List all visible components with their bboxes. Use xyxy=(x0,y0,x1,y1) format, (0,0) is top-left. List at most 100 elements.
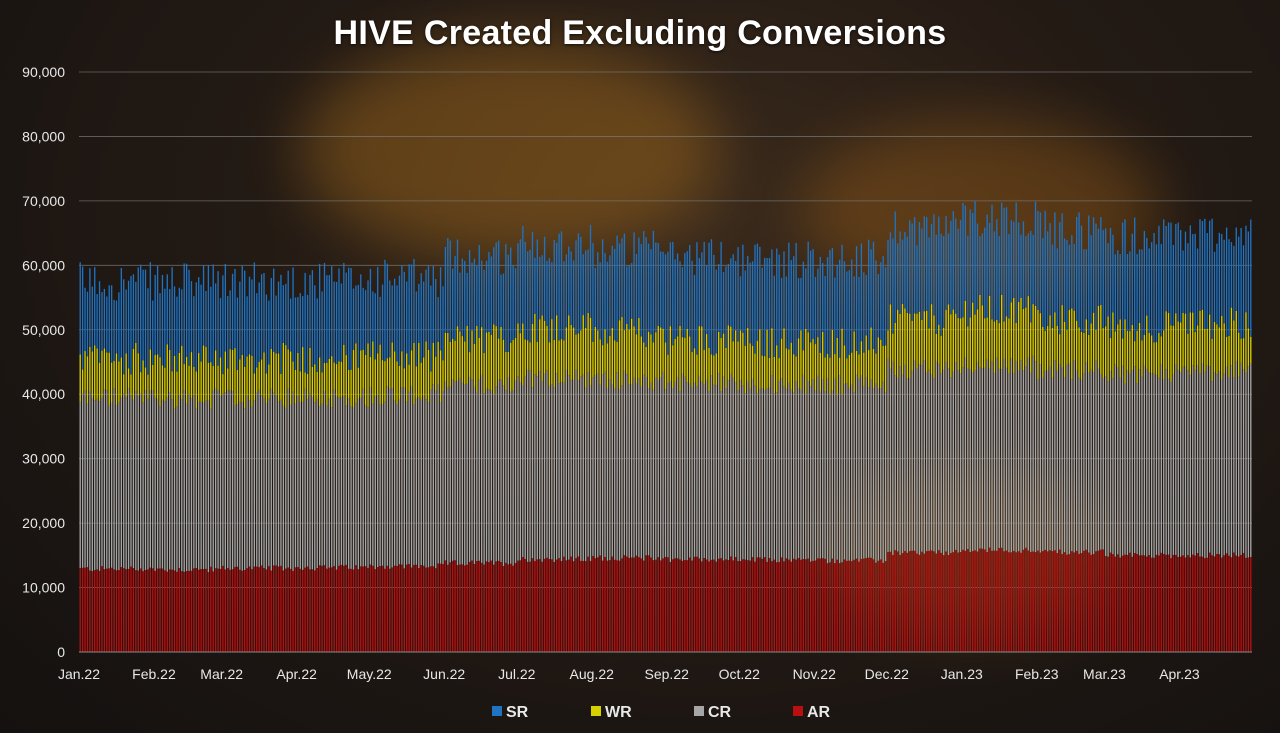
bar-sr xyxy=(872,241,875,349)
bar-cr xyxy=(459,378,461,565)
bar-wr xyxy=(1230,307,1233,366)
bar-cr xyxy=(541,381,543,562)
bar-cr xyxy=(734,382,737,557)
bar-cr xyxy=(236,404,239,567)
bar-sr xyxy=(1167,222,1170,314)
bar-wr xyxy=(246,356,248,396)
bar-wr xyxy=(435,356,437,391)
bar-ar xyxy=(904,551,906,652)
bar-cr xyxy=(488,389,490,563)
bar-cr xyxy=(432,384,434,567)
bar-sr xyxy=(159,293,161,358)
bar-wr xyxy=(340,361,343,398)
bar-sr xyxy=(1230,242,1233,308)
bar-wr xyxy=(510,342,512,392)
bar-cr xyxy=(1182,366,1184,556)
bar-ar xyxy=(541,561,543,652)
bar-wr xyxy=(1034,305,1037,362)
bar-ar xyxy=(691,560,693,652)
bar-cr xyxy=(345,405,347,565)
bar-cr xyxy=(1134,366,1136,554)
bar-ar xyxy=(930,550,933,652)
bar-ar xyxy=(348,568,350,652)
bar-wr xyxy=(386,358,389,387)
bar-ar xyxy=(1034,552,1037,652)
bar-cr xyxy=(623,370,626,556)
bar-ar xyxy=(1100,549,1102,652)
bar-sr xyxy=(132,274,135,349)
bar-wr xyxy=(872,348,875,389)
bar-cr xyxy=(872,388,875,560)
bar-sr xyxy=(1088,215,1090,335)
bar-sr xyxy=(657,242,659,326)
bar-sr xyxy=(1003,207,1005,322)
bar-ar xyxy=(1250,556,1252,652)
bar-sr xyxy=(1165,225,1167,312)
bar-ar xyxy=(524,558,526,652)
bar-wr xyxy=(725,348,727,389)
bar-cr xyxy=(231,391,234,570)
bar-sr xyxy=(115,300,118,354)
bar-cr xyxy=(178,394,181,568)
bar-wr xyxy=(1245,312,1247,373)
bar-sr xyxy=(802,261,805,351)
bar-ar xyxy=(459,564,461,652)
bar-wr xyxy=(751,345,754,379)
bar-sr xyxy=(1017,222,1020,303)
bar-ar xyxy=(282,570,285,652)
bar-ar xyxy=(1107,556,1109,652)
bar-wr xyxy=(597,330,599,374)
bar-ar xyxy=(427,567,430,652)
bar-ar xyxy=(132,568,135,652)
bar-sr xyxy=(106,296,108,353)
bar-sr xyxy=(435,278,437,357)
bar-cr xyxy=(302,401,304,570)
bar-ar xyxy=(476,561,478,652)
bar-ar xyxy=(123,568,125,652)
bar-wr xyxy=(650,334,652,383)
bar-wr xyxy=(514,338,517,381)
bar-wr xyxy=(1233,320,1235,378)
bar-sr xyxy=(1025,235,1027,308)
bar-sr xyxy=(280,274,282,374)
bar-sr xyxy=(853,276,855,332)
bar-ar xyxy=(802,559,805,652)
bar-wr xyxy=(408,364,410,392)
bar-wr xyxy=(756,340,759,394)
bar-sr xyxy=(725,266,727,348)
bar-cr xyxy=(357,398,360,570)
y-tick-label: 10,000 xyxy=(22,580,65,596)
bar-ar xyxy=(273,565,275,652)
bar-wr xyxy=(437,341,439,385)
bar-wr xyxy=(1223,323,1225,374)
bar-wr xyxy=(991,319,993,362)
bar-sr xyxy=(1163,219,1165,331)
bar-ar xyxy=(304,567,306,652)
bar-ar xyxy=(127,568,130,652)
bar-sr xyxy=(452,268,454,339)
bar-sr xyxy=(713,254,715,356)
bar-ar xyxy=(732,560,734,652)
bar-sr xyxy=(1177,222,1179,322)
bar-sr xyxy=(210,286,212,363)
bar-cr xyxy=(906,378,909,553)
bar-cr xyxy=(855,374,858,559)
bar-cr xyxy=(144,390,147,570)
bar-sr xyxy=(543,236,546,322)
bar-cr xyxy=(616,372,618,561)
bar-cr xyxy=(599,384,601,556)
bar-sr xyxy=(652,230,655,343)
bar-sr xyxy=(154,274,156,355)
bar-wr xyxy=(889,304,892,369)
bar-ar xyxy=(580,560,582,652)
bar-sr xyxy=(110,285,113,363)
bar-ar xyxy=(287,567,289,652)
bar-cr xyxy=(464,384,466,566)
bar-cr xyxy=(940,373,942,553)
bar-wr xyxy=(962,317,964,368)
x-tick-label: Jan.23 xyxy=(941,666,983,682)
bar-wr xyxy=(258,361,260,390)
bar-sr xyxy=(897,243,899,310)
bar-ar xyxy=(478,560,480,652)
bar-cr xyxy=(476,392,478,562)
